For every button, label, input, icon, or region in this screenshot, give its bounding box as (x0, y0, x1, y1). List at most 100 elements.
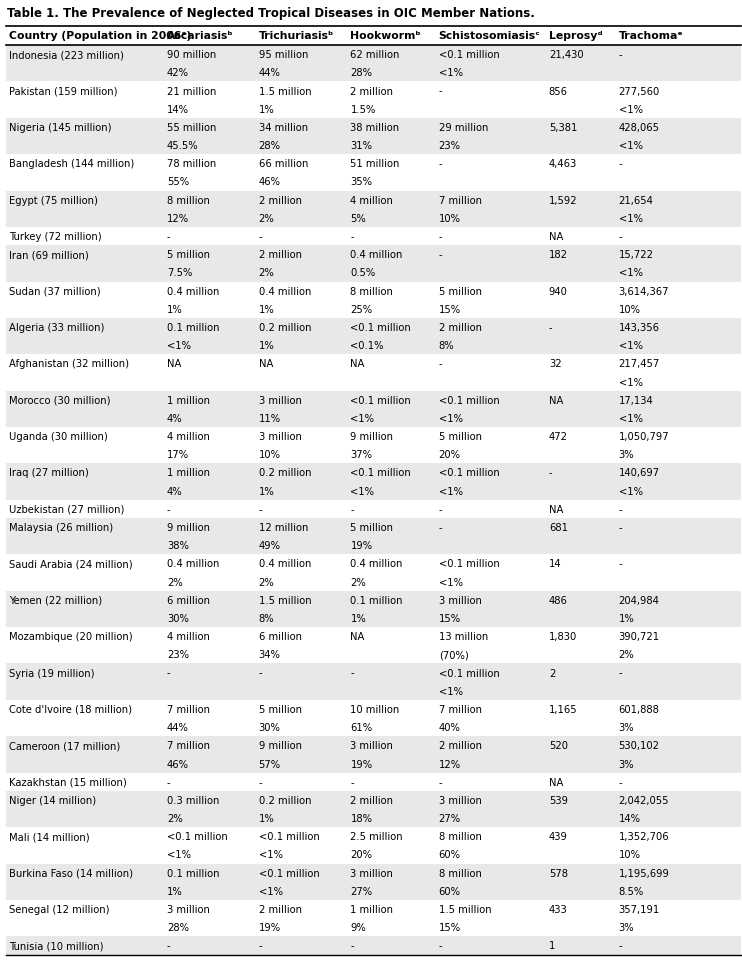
Text: 140,697: 140,697 (619, 468, 660, 478)
Text: 5,381: 5,381 (549, 123, 577, 133)
Text: -: - (350, 776, 354, 787)
Text: -: - (549, 323, 553, 333)
Text: 1%: 1% (350, 613, 367, 624)
Text: 2%: 2% (259, 213, 275, 224)
Text: -: - (350, 668, 354, 678)
Text: 856: 856 (549, 86, 568, 96)
Text: 1.5 million: 1.5 million (259, 86, 312, 96)
Text: Syria (19 million): Syria (19 million) (9, 668, 94, 678)
Text: NA: NA (549, 505, 563, 514)
Text: 32: 32 (549, 359, 562, 369)
Text: 44%: 44% (259, 68, 280, 78)
Text: Trachomaᵉ: Trachomaᵉ (619, 32, 683, 41)
Text: 0.1 million: 0.1 million (167, 868, 220, 877)
Text: Sudan (37 million): Sudan (37 million) (9, 286, 100, 296)
Text: 2 million: 2 million (439, 323, 482, 333)
Text: 0.1 million: 0.1 million (167, 323, 220, 333)
Text: -: - (167, 505, 171, 514)
Text: Mali (14 million): Mali (14 million) (9, 831, 90, 842)
Text: 10%: 10% (259, 450, 280, 459)
Text: 8 million: 8 million (350, 286, 393, 296)
Text: 390,721: 390,721 (619, 631, 660, 642)
Text: 1.5%: 1.5% (350, 105, 376, 114)
Text: 4 million: 4 million (167, 431, 210, 442)
Text: -: - (619, 232, 623, 242)
Bar (6, 900, 741, 936)
Text: 7 million: 7 million (167, 704, 210, 714)
Text: 17%: 17% (167, 450, 189, 459)
Text: <1%: <1% (439, 413, 462, 424)
Text: -: - (619, 505, 623, 514)
Text: 0.3 million: 0.3 million (167, 795, 219, 805)
Text: -: - (619, 668, 623, 678)
Text: 3 million: 3 million (350, 741, 393, 751)
Text: 14: 14 (549, 559, 562, 569)
Text: 10 million: 10 million (350, 704, 400, 714)
Text: 3 million: 3 million (439, 795, 482, 805)
Text: 25%: 25% (350, 305, 372, 314)
Text: <1%: <1% (619, 268, 643, 278)
Text: NA: NA (350, 631, 365, 642)
Bar (6, 118, 741, 155)
Text: 1 million: 1 million (167, 468, 210, 478)
Text: 3%: 3% (619, 923, 634, 932)
Text: -: - (619, 50, 623, 61)
Text: 20%: 20% (350, 850, 372, 859)
Text: 4%: 4% (167, 413, 183, 424)
Text: Senegal (12 million): Senegal (12 million) (9, 904, 109, 914)
Bar (6, 27, 741, 46)
Text: 20%: 20% (439, 450, 461, 459)
Text: 17,134: 17,134 (619, 395, 654, 406)
Text: 1%: 1% (259, 486, 275, 496)
Text: Cote d'Ivoire (18 million): Cote d'Ivoire (18 million) (9, 704, 132, 714)
Text: -: - (167, 668, 171, 678)
Text: 6 million: 6 million (259, 631, 302, 642)
Text: 19%: 19% (259, 923, 280, 932)
Bar (6, 155, 741, 191)
Text: <0.1 million: <0.1 million (350, 395, 411, 406)
Text: 23%: 23% (439, 141, 461, 151)
Text: 578: 578 (549, 868, 568, 877)
Text: 217,457: 217,457 (619, 359, 660, 369)
Text: 1%: 1% (259, 813, 275, 824)
Text: Iraq (27 million): Iraq (27 million) (9, 468, 88, 478)
Text: (70%): (70%) (439, 650, 468, 659)
Text: <0.1 million: <0.1 million (439, 468, 499, 478)
Text: NA: NA (549, 232, 563, 242)
Text: 1%: 1% (619, 613, 634, 624)
Text: 4 million: 4 million (350, 195, 393, 206)
Text: 5 million: 5 million (439, 286, 482, 296)
Text: <1%: <1% (259, 850, 283, 859)
Text: -: - (259, 668, 262, 678)
Text: NA: NA (549, 395, 563, 406)
Text: 5 million: 5 million (350, 523, 393, 532)
Text: 2%: 2% (167, 813, 183, 824)
Text: 1%: 1% (259, 305, 275, 314)
Text: 204,984: 204,984 (619, 595, 660, 605)
Text: Egypt (75 million): Egypt (75 million) (9, 195, 98, 206)
Text: 10%: 10% (439, 213, 461, 224)
Text: Trichuriasisᵇ: Trichuriasisᵇ (259, 32, 334, 41)
Text: 2 million: 2 million (350, 86, 393, 96)
Text: 19%: 19% (350, 541, 372, 551)
Text: -: - (619, 559, 623, 569)
Text: 34 million: 34 million (259, 123, 308, 133)
Text: 1.5 million: 1.5 million (439, 904, 491, 914)
Text: Hookwormᵇ: Hookwormᵇ (350, 32, 421, 41)
Bar (6, 83, 741, 118)
Text: -: - (439, 232, 442, 242)
Text: -: - (619, 776, 623, 787)
Text: 9 million: 9 million (259, 741, 302, 751)
Text: 1 million: 1 million (350, 904, 393, 914)
Text: <1%: <1% (619, 105, 643, 114)
Text: 3 million: 3 million (167, 904, 210, 914)
Text: 10%: 10% (619, 850, 640, 859)
Text: <1%: <1% (439, 577, 462, 587)
Text: 5%: 5% (350, 213, 367, 224)
Text: <0.1 million: <0.1 million (350, 323, 411, 333)
Text: 78 million: 78 million (167, 160, 216, 169)
Text: 8.5%: 8.5% (619, 886, 644, 896)
Text: 3 million: 3 million (259, 395, 301, 406)
Text: -: - (439, 250, 442, 259)
Bar (6, 864, 741, 900)
